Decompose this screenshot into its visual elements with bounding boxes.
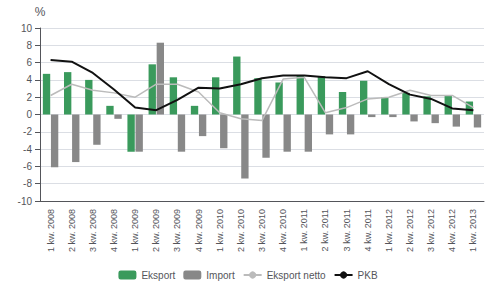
svg-text:3 kw. 2010: 3 kw. 2010 [257,209,267,252]
svg-text:6: 6 [26,57,32,68]
svg-text:Import: Import [206,270,235,281]
svg-text:10: 10 [21,23,33,34]
svg-text:2 kw. 2009: 2 kw. 2009 [151,209,161,252]
svg-text:2 kw. 2012: 2 kw. 2012 [405,209,415,252]
svg-text:-10: -10 [18,196,33,207]
svg-text:1 kw. 2011: 1 kw. 2011 [299,209,309,251]
svg-text:8: 8 [26,40,32,51]
svg-text:-4: -4 [23,144,32,155]
svg-text:-6: -6 [23,161,32,172]
svg-text:-8: -8 [23,178,32,189]
svg-text:1 kw. 2010: 1 kw. 2010 [215,209,225,252]
svg-text:Eksport netto: Eksport netto [267,270,326,281]
svg-text:4 kw. 2009: 4 kw. 2009 [194,209,204,252]
svg-text:1 kw. 2012: 1 kw. 2012 [384,209,394,252]
svg-text:3 kw. 2009: 3 kw. 2009 [172,209,182,252]
svg-text:1 kw. 2009: 1 kw. 2009 [130,209,140,252]
svg-text:4 kw. 2011: 4 kw. 2011 [363,209,373,251]
svg-text:PKB: PKB [358,270,378,281]
svg-text:Eksport: Eksport [141,270,175,281]
svg-text:-2: -2 [23,126,32,137]
svg-text:1 kw. 2008: 1 kw. 2008 [46,209,56,252]
svg-text:4: 4 [26,74,32,85]
svg-text:1 kw. 2013: 1 kw. 2013 [468,209,478,252]
svg-text:3 kw. 2008: 3 kw. 2008 [88,209,98,252]
svg-text:2: 2 [26,92,32,103]
svg-text:%: % [35,5,46,19]
svg-text:4 kw. 2010: 4 kw. 2010 [278,209,288,252]
svg-text:2 kw. 2011: 2 kw. 2011 [320,209,330,251]
svg-text:4 kw. 2012: 4 kw. 2012 [447,209,457,252]
svg-text:3 kw. 2011: 3 kw. 2011 [342,209,352,251]
svg-text:2 kw. 2008: 2 kw. 2008 [67,209,77,252]
svg-text:0: 0 [26,109,32,120]
svg-text:3 kw. 2012: 3 kw. 2012 [426,209,436,252]
svg-text:2 kw. 2010: 2 kw. 2010 [236,209,246,252]
svg-text:4 kw. 2008: 4 kw. 2008 [109,209,119,252]
